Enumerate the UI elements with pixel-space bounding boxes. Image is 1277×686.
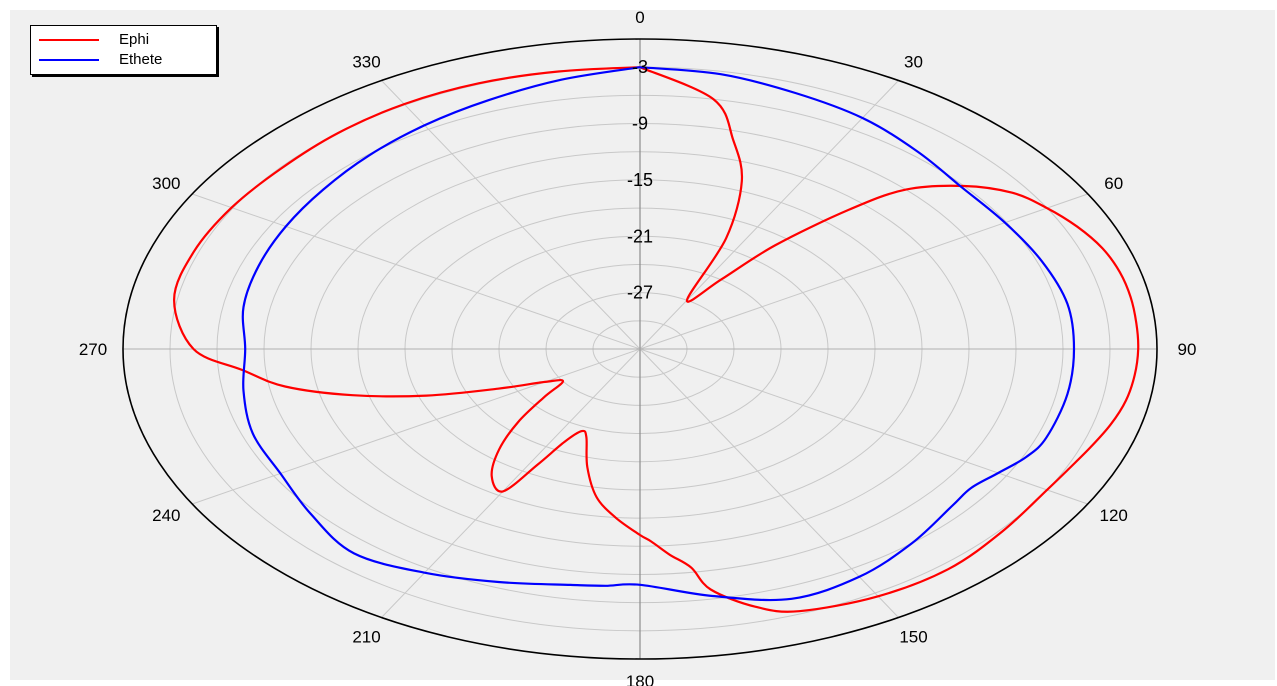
legend-item-ethete: Ethete — [39, 50, 209, 70]
angle-label-180: 180 — [626, 672, 654, 686]
grid-spoke-120 — [639, 348, 1088, 505]
angle-label-60: 60 — [1104, 174, 1123, 193]
angle-label-270: 270 — [79, 340, 107, 359]
angle-label-210: 210 — [352, 628, 380, 647]
series-line-ethete — [241, 66, 1076, 602]
radial-label--9: -9 — [632, 114, 648, 134]
legend-label-ephi: Ephi — [119, 31, 150, 48]
series-line-ephi — [172, 66, 1140, 613]
radial-label--15: -15 — [627, 170, 653, 190]
grid-spoke-240 — [192, 348, 641, 505]
angle-labels: 0 30 60 90 120 150 180 210 240 270 300 330 — [79, 8, 1197, 686]
angle-label-330: 330 — [352, 53, 380, 72]
radial-label--21: -21 — [627, 226, 653, 246]
legend-label-ethete: Ethete — [119, 51, 163, 68]
grid-spoke-30 — [639, 80, 899, 350]
legend: Ephi Ethete — [30, 25, 217, 75]
radial-label--27: -27 — [627, 283, 653, 303]
grid-spoke-330 — [381, 80, 641, 350]
grid-spoke-300 — [192, 193, 641, 350]
angle-label-150: 150 — [899, 628, 927, 647]
angle-label-0: 0 — [635, 8, 644, 27]
radial-labels: -3 -9 -15 -21 -27 — [627, 57, 653, 302]
radial-label--3: -3 — [632, 57, 648, 77]
grid-spoke-150 — [639, 348, 899, 618]
outer-ring — [122, 38, 1158, 660]
plot-background — [10, 10, 1275, 680]
legend-item-ephi: Ephi — [39, 30, 209, 50]
angle-label-300: 300 — [152, 174, 180, 193]
grid-spoke-210 — [381, 348, 641, 618]
grid-spoke-60 — [639, 193, 1088, 350]
axis-lines — [123, 39, 1157, 659]
angle-label-240: 240 — [152, 506, 180, 525]
angle-label-30: 30 — [904, 53, 923, 72]
legend-swatch-ephi — [39, 39, 99, 41]
series-layer — [172, 66, 1140, 613]
angle-label-120: 120 — [1100, 506, 1128, 525]
angle-label-90: 90 — [1178, 340, 1197, 359]
legend-swatch-ethete — [39, 59, 99, 61]
